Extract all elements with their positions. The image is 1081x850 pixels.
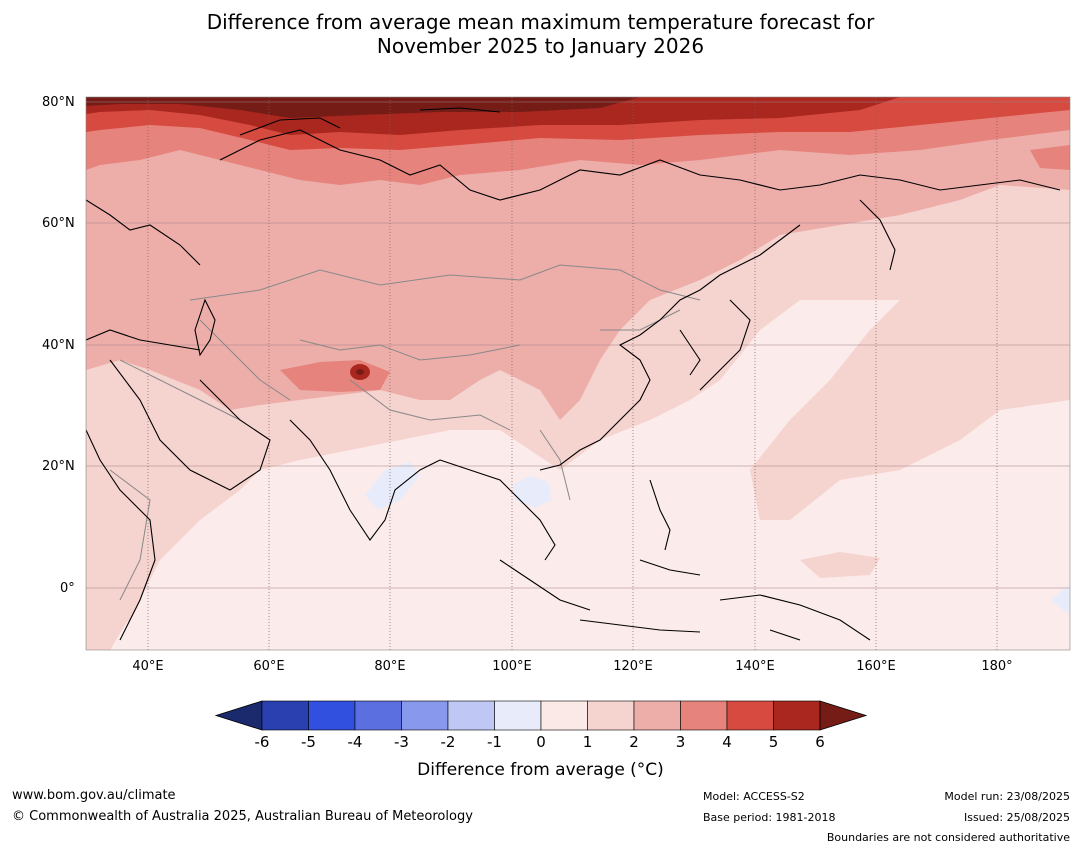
footer-model-run: Model run: 23/08/2025 [944,790,1070,803]
lon-label-100e: 100°E [492,659,532,674]
anomaly-negative-pacific [1050,585,1070,615]
colorbar-tick-label: 1 [582,733,593,751]
colorbar-tick-label: -1 [487,733,502,751]
colorbar-segment [587,700,635,731]
colorbar-tick-label: 5 [768,733,779,751]
lon-label-40e: 40°E [132,659,164,674]
footer-base-period: Base period: 1981-2018 [703,811,836,824]
lat-label-20n: 20°N [42,459,75,474]
lon-label-140e: 140°E [735,659,775,674]
anomaly-band-1-2-pacific [800,552,880,578]
colorbar-tick-label: 0 [536,733,546,751]
anomaly-negative-india [365,462,420,510]
footer-disclaimer: Boundaries are not considered authoritat… [826,831,1070,844]
anomaly-band-1-2-africa [86,470,150,650]
colorbar-tick-label: -3 [394,733,409,751]
colorbar-segment [726,700,774,731]
footer-model: Model: ACCESS-S2 [703,790,805,803]
lat-label-0: 0° [60,581,75,596]
colorbar-extend-low [214,700,263,731]
lon-label-120e: 120°E [613,659,653,674]
colorbar-segment [447,700,495,731]
coastlines [86,107,1061,641]
graticule [86,101,1070,589]
footer-issued: Issued: 25/08/2025 [963,811,1070,824]
lat-label-60n: 60°N [42,216,75,231]
footer-website[interactable]: www.bom.gov.au/climate [12,788,176,803]
colorbar-tick-label: 2 [629,733,639,751]
lon-label-80e: 80°E [374,659,406,674]
country-borders [109,264,701,601]
colorbar-segment [633,700,681,731]
colorbar-segment [401,700,449,731]
colorbar-tick-label: 3 [675,733,686,751]
map-title-line2: November 2025 to January 2026 [376,34,705,58]
colorbar-segment [494,700,542,731]
colorbar-label: Difference from average (°C) [417,760,664,780]
colorbar-tick-label: -5 [301,733,316,751]
colorbar-tick-label: 6 [815,733,825,751]
colorbar-tick-label: -4 [347,733,363,751]
map-title-line1: Difference from average mean maximum tem… [206,10,875,34]
colorbar-segment [540,700,588,731]
colorbar-segment [680,700,728,731]
footer-copyright: © Commonwealth of Australia 2025, Austra… [12,809,473,824]
colorbar-tick-label: -6 [254,733,270,751]
colorbar-segment [308,700,356,731]
lat-label-40n: 40°N [42,338,75,353]
colorbar-tick-label: 4 [722,733,732,751]
colorbar-segment [261,700,309,731]
colorbar-tick-label: -2 [440,733,456,751]
lon-label-180: 180° [981,659,1013,674]
colorbar-extend-high [819,700,868,731]
lat-label-80n: 80°N [42,95,75,110]
lon-label-60e: 60°E [253,659,285,674]
anomaly-negative-indochina [512,476,552,508]
colorbar-segment [354,700,402,731]
lon-label-160e: 160°E [856,659,896,674]
anomaly-band-3-4-pacific [1030,145,1070,170]
colorbar-segment [773,700,821,731]
